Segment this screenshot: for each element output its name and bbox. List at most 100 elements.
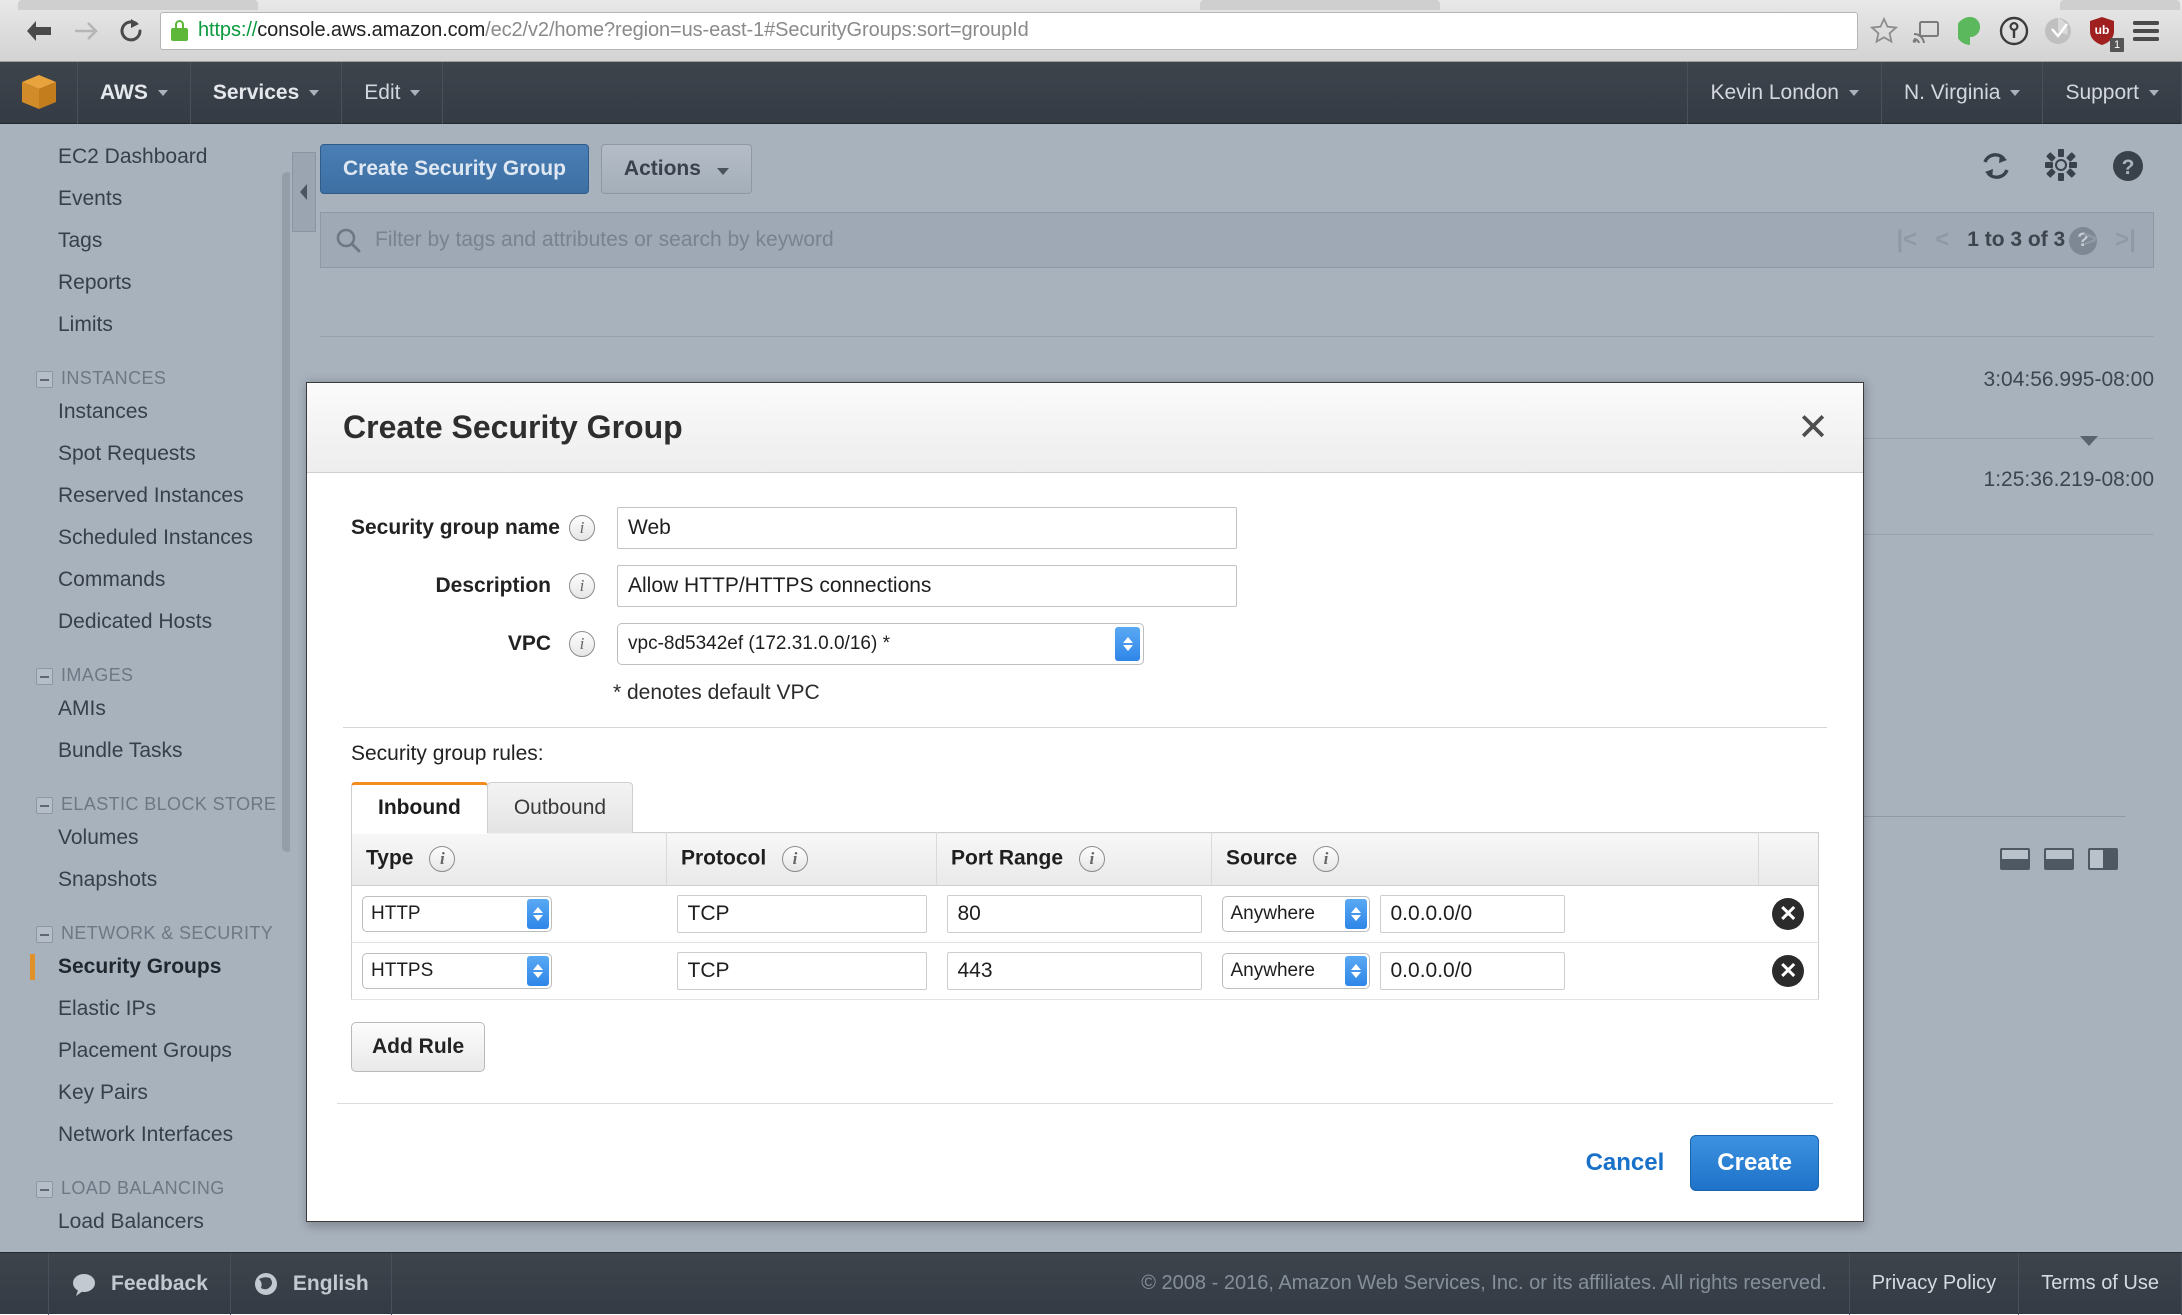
nav-item-support[interactable]: Support	[2042, 62, 2182, 124]
rule-port-input[interactable]	[947, 952, 1202, 990]
rule-type-select[interactable]: HTTP	[362, 896, 552, 932]
rule-protocol-input[interactable]	[677, 952, 927, 990]
sidebar-item-volumes[interactable]: Volumes	[0, 817, 290, 859]
sidebar-item-tags[interactable]: Tags	[0, 220, 290, 262]
aws-cube-logo[interactable]	[0, 62, 78, 124]
gear-icon[interactable]	[2044, 148, 2080, 184]
sidebar-item-reports[interactable]: Reports	[0, 262, 290, 304]
nav-item-account[interactable]: Kevin London	[1687, 62, 1880, 124]
tab-inbound[interactable]: Inbound	[351, 782, 488, 833]
rule-protocol-input[interactable]	[677, 895, 927, 933]
hamburger-menu-icon[interactable]	[2126, 11, 2166, 51]
info-icon[interactable]: i	[569, 573, 595, 599]
info-icon[interactable]: i	[429, 846, 455, 872]
sidebar-item-load-balancers[interactable]: Load Balancers	[0, 1201, 290, 1243]
feedback-button[interactable]: Feedback	[48, 1253, 231, 1315]
collapse-minus-icon[interactable]	[36, 371, 53, 388]
sidebar-item-limits[interactable]: Limits	[0, 304, 290, 346]
select-stepper-icon[interactable]	[1345, 899, 1367, 929]
sidebar-item-snapshots[interactable]: Snapshots	[0, 859, 290, 901]
sidebar-item-commands[interactable]: Commands	[0, 559, 290, 601]
tab-outbound[interactable]: Outbound	[487, 782, 633, 833]
rule-source-kind-select[interactable]: Anywhere	[1222, 953, 1370, 989]
select-stepper-icon[interactable]	[527, 899, 549, 929]
sidebar-item-spot-requests[interactable]: Spot Requests	[0, 433, 290, 475]
sidebar-group-images[interactable]: IMAGES	[0, 643, 290, 688]
delete-rule-icon[interactable]: ✕	[1772, 898, 1804, 930]
sidebar-group-instances[interactable]: INSTANCES	[0, 346, 290, 391]
select-stepper-icon[interactable]	[527, 956, 549, 986]
sidebar-item-events[interactable]: Events	[0, 178, 290, 220]
sidebar-item-key-pairs[interactable]: Key Pairs	[0, 1072, 290, 1114]
delete-rule-icon[interactable]: ✕	[1772, 955, 1804, 987]
info-icon[interactable]: i	[1079, 846, 1105, 872]
pin-marker-icon[interactable]	[1950, 11, 1990, 51]
table-row[interactable]: 1:25:36.219-08:00	[1984, 468, 2154, 492]
cast-icon[interactable]	[1906, 11, 1946, 51]
sidebar-group-network-security[interactable]: NETWORK & SECURITY	[0, 901, 290, 946]
help-circle-icon[interactable]: ?	[2110, 148, 2146, 184]
nav-item-edit[interactable]: Edit	[342, 62, 443, 124]
cancel-button[interactable]: Cancel	[1586, 1149, 1665, 1177]
nav-item-services[interactable]: Services	[191, 62, 342, 124]
security-group-name-input[interactable]	[617, 507, 1237, 549]
language-button[interactable]: English	[231, 1253, 392, 1315]
last-page-icon[interactable]: >|	[2115, 226, 2136, 254]
add-rule-button[interactable]: Add Rule	[351, 1022, 485, 1072]
vpc-select[interactable]: vpc-8d5342ef (172.31.0.0/16) *	[617, 623, 1144, 665]
collapse-minus-icon[interactable]	[36, 668, 53, 685]
rule-type-select[interactable]: HTTPS	[362, 953, 552, 989]
rule-source-kind-select[interactable]: Anywhere	[1222, 896, 1370, 932]
sidebar-item-network-interfaces[interactable]: Network Interfaces	[0, 1114, 290, 1156]
browser-tab-stub-2[interactable]	[1200, 0, 1440, 10]
rule-source-cidr-input[interactable]	[1380, 952, 1565, 990]
sidebar-group-auto-scaling[interactable]: AUTO SCALING	[0, 1243, 290, 1252]
create-security-group-button[interactable]: Create Security Group	[320, 144, 589, 194]
ublock-origin-icon[interactable]: ub 1	[2082, 11, 2122, 51]
sidebar-item-elastic-ips[interactable]: Elastic IPs	[0, 988, 290, 1030]
back-arrow-icon[interactable]	[16, 8, 62, 54]
actions-button[interactable]: Actions	[601, 144, 752, 194]
select-stepper-icon[interactable]	[1115, 627, 1140, 661]
ghostery-icon[interactable]	[2038, 11, 2078, 51]
collapse-minus-icon[interactable]	[36, 1181, 53, 1198]
browser-tab-stub-1[interactable]	[18, 0, 258, 10]
view-split-panel-icon[interactable]	[2044, 848, 2074, 870]
browser-tab-stub-3[interactable]	[2060, 0, 2180, 10]
bookmark-star-icon[interactable]	[1866, 13, 1902, 49]
view-bottom-panel-icon[interactable]	[2000, 848, 2030, 870]
collapse-minus-icon[interactable]	[36, 926, 53, 943]
sidebar-item-reserved-instances[interactable]: Reserved Instances	[0, 475, 290, 517]
sidebar-item-ec2-dashboard[interactable]: EC2 Dashboard	[0, 136, 290, 178]
nav-item-region[interactable]: N. Virginia	[1881, 62, 2043, 124]
collapse-minus-icon[interactable]	[36, 797, 53, 814]
refresh-icon[interactable]	[1978, 148, 2014, 184]
sidebar-item-scheduled-instances[interactable]: Scheduled Instances	[0, 517, 290, 559]
onepassword-icon[interactable]	[1994, 11, 2034, 51]
sidebar-item-security-groups[interactable]: Security Groups	[0, 946, 290, 988]
sidebar-item-dedicated-hosts[interactable]: Dedicated Hosts	[0, 601, 290, 643]
sidebar-item-placement-groups[interactable]: Placement Groups	[0, 1030, 290, 1072]
sidebar-item-amis[interactable]: AMIs	[0, 688, 290, 730]
info-icon[interactable]: i	[569, 515, 595, 541]
first-page-icon[interactable]: |<	[1896, 226, 1917, 254]
create-button[interactable]: Create	[1690, 1135, 1819, 1191]
sidebar-item-instances[interactable]: Instances	[0, 391, 290, 433]
terms-of-use-link[interactable]: Terms of Use	[2019, 1253, 2182, 1315]
sidebar-scrollbar[interactable]	[282, 172, 290, 852]
sidebar-item-bundle-tasks[interactable]: Bundle Tasks	[0, 730, 290, 772]
sidebar-group-elastic-block-store[interactable]: ELASTIC BLOCK STORE	[0, 772, 290, 817]
rule-source-cidr-input[interactable]	[1380, 895, 1565, 933]
info-icon[interactable]: i	[782, 846, 808, 872]
reload-icon[interactable]	[108, 8, 154, 54]
info-icon[interactable]: i	[1313, 846, 1339, 872]
description-input[interactable]	[617, 565, 1237, 607]
table-column-select-caret-icon[interactable]	[2080, 436, 2098, 446]
privacy-policy-link[interactable]: Privacy Policy	[1850, 1253, 2019, 1315]
sidebar-collapse-toggle[interactable]	[292, 152, 316, 232]
sidebar-group-load-balancing[interactable]: LOAD BALANCING	[0, 1156, 290, 1201]
nav-item-aws[interactable]: AWS	[78, 62, 191, 124]
prev-page-icon[interactable]: <	[1935, 226, 1949, 254]
info-icon[interactable]: i	[569, 631, 595, 657]
table-row[interactable]: 3:04:56.995-08:00	[1984, 368, 2154, 392]
